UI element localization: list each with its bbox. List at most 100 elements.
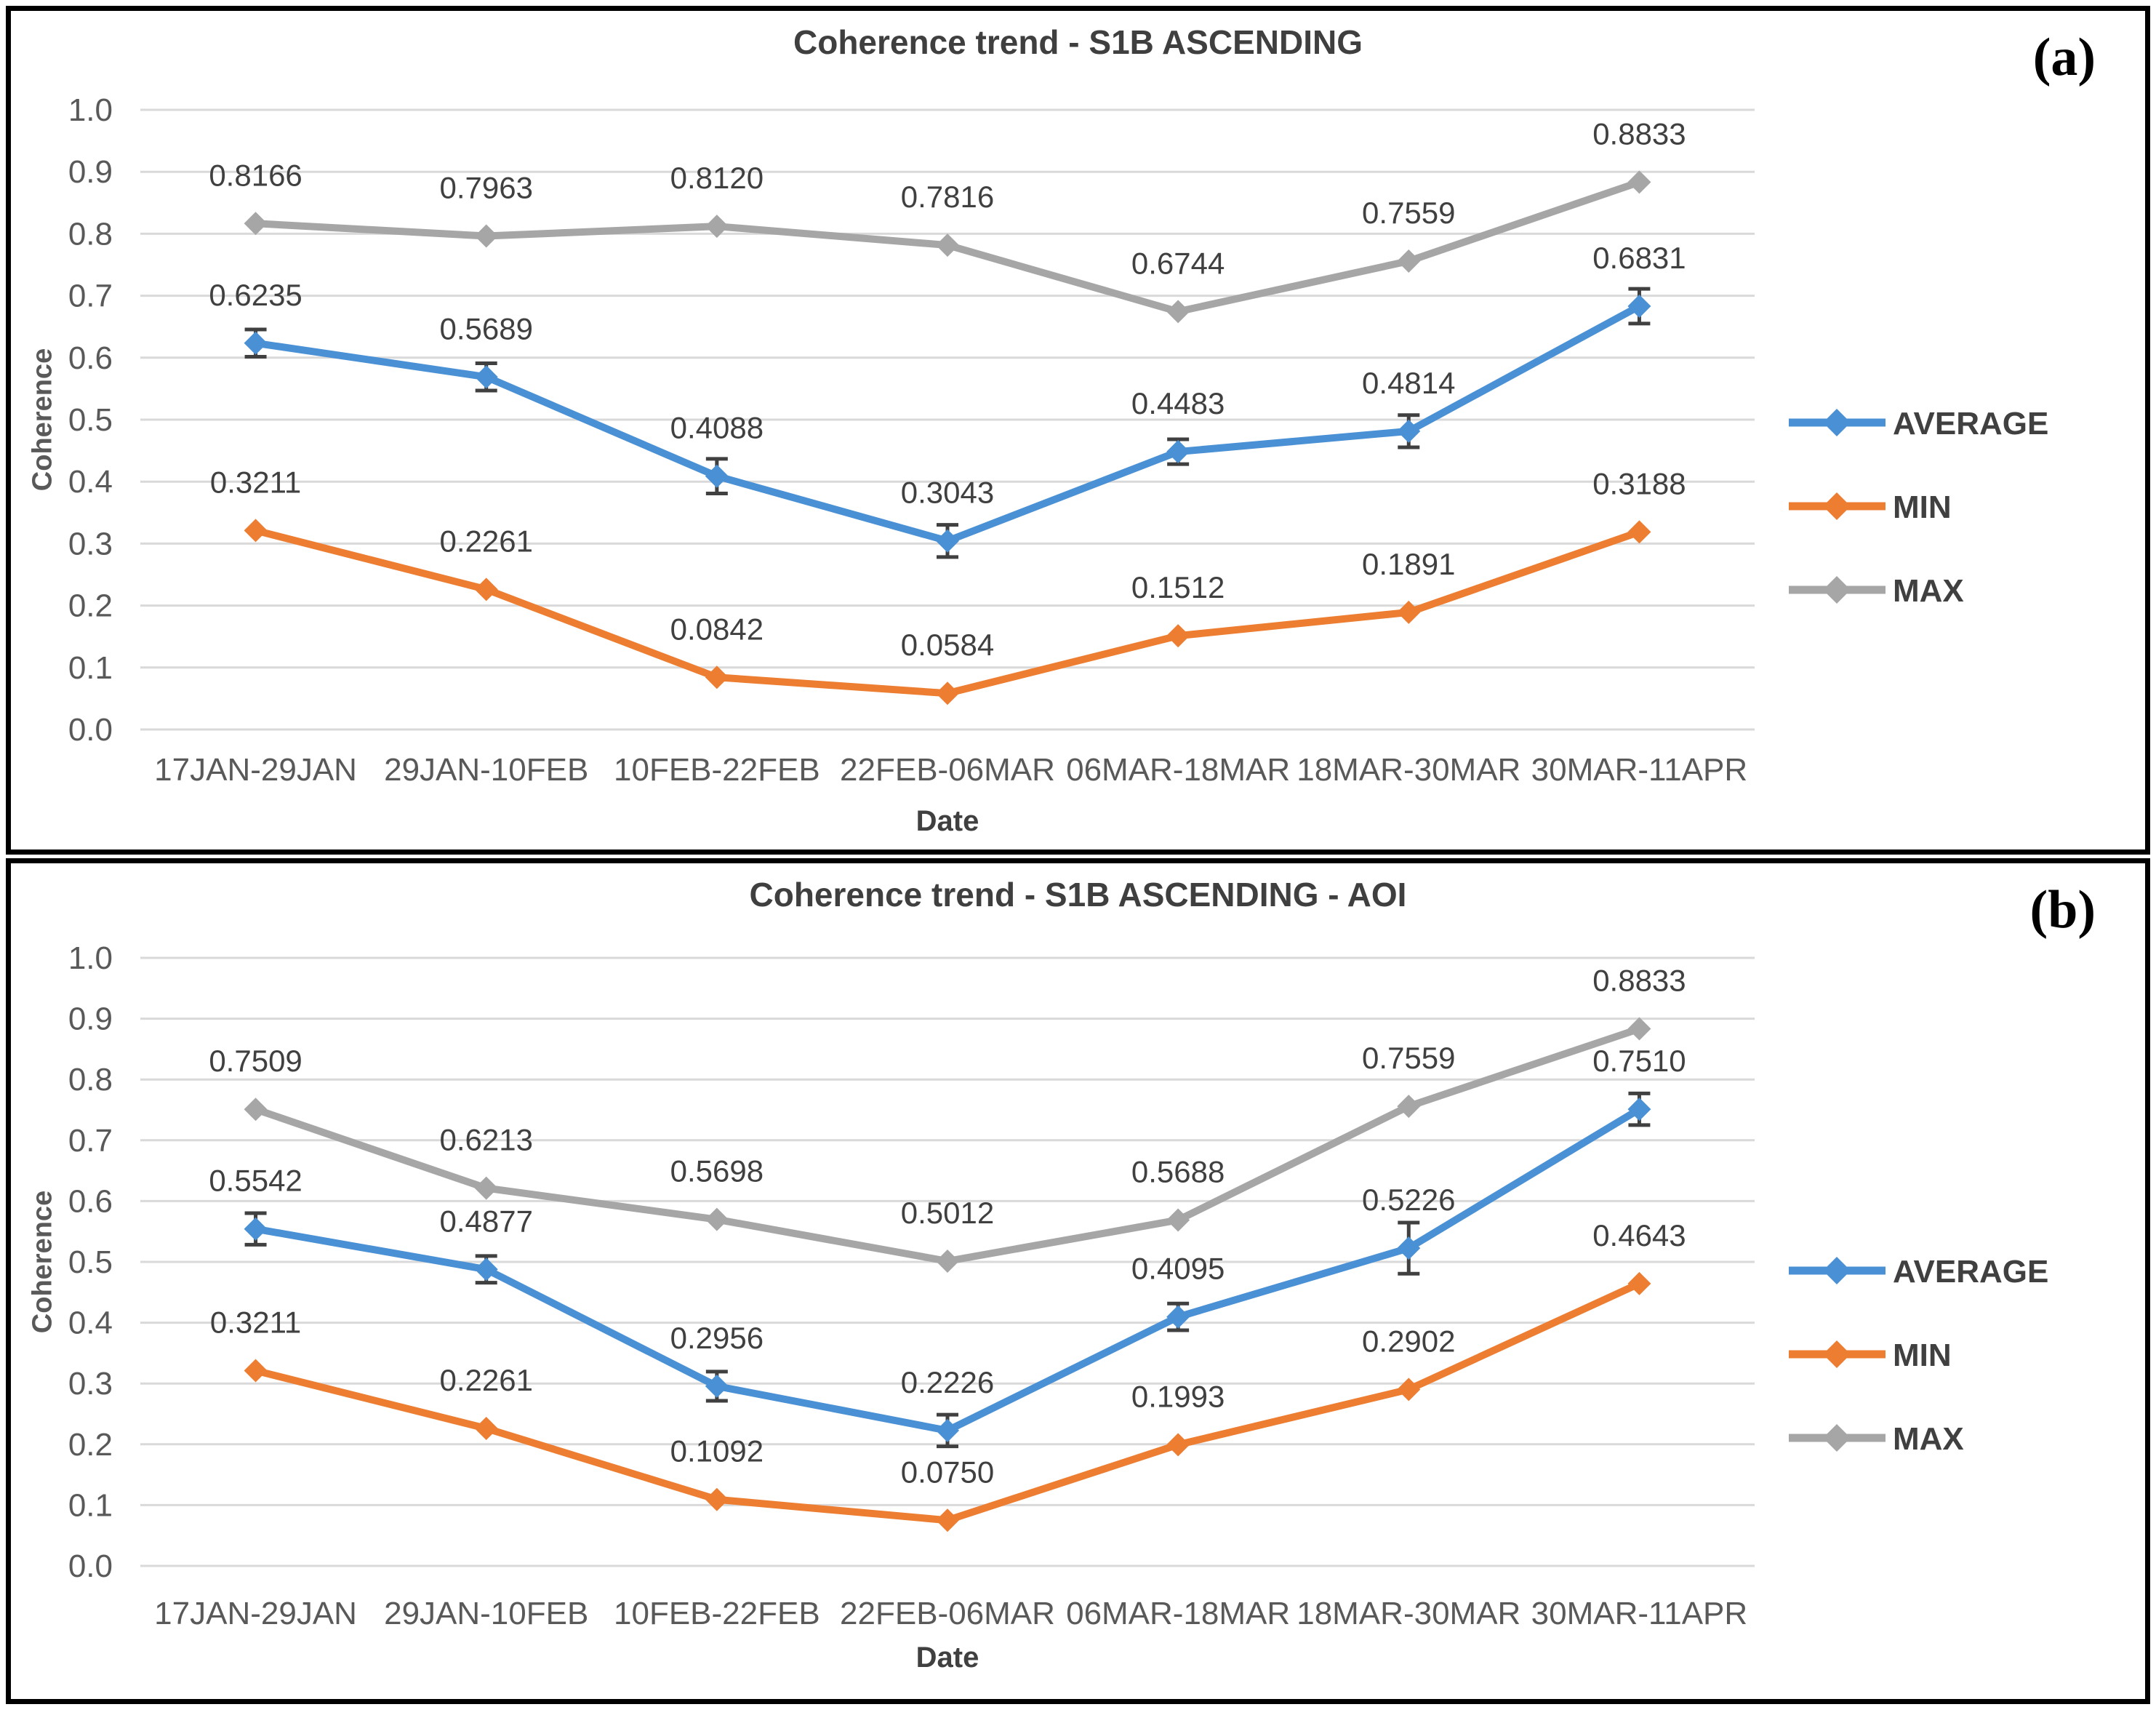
y-tick-label: 0.7: [68, 279, 113, 314]
data-label: 0.7559: [1362, 1041, 1455, 1075]
data-point-marker-min: [1397, 1378, 1421, 1402]
data-point-marker-min: [1166, 1433, 1190, 1457]
y-tick-label: 0.7: [68, 1123, 113, 1159]
legend-label-min: MIN: [1893, 1338, 1952, 1373]
data-point-marker-min: [474, 1416, 498, 1440]
data-point-marker-average: [705, 464, 729, 488]
data-label: 0.3211: [210, 1306, 301, 1340]
data-point-marker-max: [1627, 170, 1651, 194]
data-label: 0.1993: [1131, 1379, 1225, 1413]
y-tick-label: 0.6: [68, 340, 113, 376]
line-chart-b: 0.0 0.1 0.2 0.3 0.4 0.5 0.6 0.7 0.8 0.9 1.0 17JAN-2…: [68, 940, 2049, 1631]
data-label: 0.1512: [1131, 570, 1225, 604]
legend-label-min: MIN: [1893, 489, 1952, 525]
y-tick-label: 0.9: [68, 1002, 113, 1037]
data-label: 0.6744: [1131, 246, 1225, 280]
data-point-marker-min: [244, 519, 268, 543]
panel-a: Coherence trend - S1B ASCENDING (a) Cohe…: [6, 6, 2150, 855]
data-point-marker-max: [1627, 1017, 1651, 1041]
x-axis-title: Date: [915, 805, 979, 837]
data-point-marker-min: [244, 1359, 268, 1383]
data-label: 0.7963: [439, 171, 532, 205]
data-point-marker-max: [474, 1176, 498, 1200]
panel-b: Coherence trend - S1B ASCENDING - AOI (b…: [6, 858, 2150, 1704]
x-tick-label: 18MAR-30MAR: [1297, 752, 1520, 788]
data-point-marker-min: [1627, 1271, 1651, 1295]
data-point-marker-min: [1627, 520, 1651, 544]
data-label: 0.8120: [670, 161, 764, 195]
x-tick-label: 29JAN-10FEB: [384, 752, 588, 788]
data-label: 0.4643: [1592, 1218, 1686, 1252]
data-point-marker-min: [936, 681, 959, 705]
data-point-marker-min: [474, 577, 498, 601]
data-label: 0.6235: [209, 278, 302, 312]
data-label: 0.0842: [670, 612, 764, 646]
legend-marker-average: [1823, 1257, 1851, 1284]
x-tick-label: 30MAR-11APR: [1531, 752, 1748, 788]
data-label: 0.2226: [901, 1365, 994, 1399]
x-tick-label: 18MAR-30MAR: [1297, 1596, 1520, 1631]
chart-title: Coherence trend - S1B ASCENDING: [793, 23, 1363, 61]
panel-label-a: (a): [2032, 28, 2096, 87]
y-tick-label: 0.2: [68, 588, 113, 624]
data-label: 0.7559: [1362, 196, 1455, 230]
data-point-marker-average: [474, 1258, 498, 1282]
x-tick-label: 10FEB-22FEB: [614, 1596, 820, 1631]
data-label: 0.0750: [901, 1455, 994, 1489]
data-label: 0.3211: [210, 465, 301, 499]
y-tick-label: 0.3: [68, 1366, 113, 1402]
data-label: 0.4095: [1131, 1252, 1225, 1286]
data-label: 0.8833: [1592, 964, 1686, 998]
data-label: 0.7510: [1592, 1044, 1686, 1078]
data-label: 0.8833: [1592, 116, 1686, 151]
data-point-marker-average: [244, 1217, 268, 1241]
data-point-marker-min: [705, 665, 729, 689]
x-tick-label: 17JAN-29JAN: [154, 752, 357, 788]
data-point-marker-min: [1166, 624, 1190, 648]
data-point-marker-average: [1166, 440, 1190, 464]
y-tick-label: 0.2: [68, 1427, 113, 1463]
data-point-marker-max: [936, 233, 959, 257]
data-point-marker-max: [474, 224, 498, 248]
y-tick-label: 0.8: [68, 1062, 113, 1098]
y-tick-label: 0.4: [68, 464, 113, 500]
data-label: 0.2261: [439, 524, 532, 558]
y-tick-label: 0.1: [68, 650, 113, 686]
data-label: 0.3188: [1592, 466, 1686, 500]
data-point-marker-min: [1397, 600, 1421, 624]
data-label: 0.8166: [209, 158, 302, 192]
data-label: 0.4877: [439, 1204, 532, 1238]
y-tick-label: 0.8: [68, 216, 113, 252]
x-tick-label: 06MAR-18MAR: [1066, 752, 1290, 788]
data-point-marker-max: [1397, 249, 1421, 273]
data-point-marker-max: [936, 1249, 959, 1273]
data-label: 0.7509: [209, 1044, 302, 1078]
y-tick-label: 1.0: [68, 92, 113, 128]
x-tick-label: 10FEB-22FEB: [614, 752, 820, 788]
y-axis-title-text: Coherence: [27, 348, 58, 492]
y-axis-title-text: Coherence: [27, 1190, 58, 1334]
data-point-marker-average: [474, 365, 498, 389]
x-tick-label: 29JAN-10FEB: [384, 1596, 588, 1631]
data-point-marker-min: [936, 1508, 959, 1532]
y-tick-label: 0.9: [68, 154, 113, 190]
legend-marker-max: [1823, 576, 1851, 604]
y-tick-label: 1.0: [68, 940, 113, 976]
data-label: 0.5689: [439, 311, 532, 345]
legend-marker-max: [1823, 1424, 1851, 1452]
legend-marker-average: [1823, 409, 1851, 436]
chart-title: Coherence trend - S1B ASCENDING - AOI: [749, 876, 1407, 914]
data-label: 0.6213: [439, 1123, 532, 1157]
x-tick-label: 22FEB-06MAR: [840, 1596, 1055, 1631]
data-label: 0.4814: [1362, 366, 1455, 400]
y-tick-label: 0.6: [68, 1183, 113, 1219]
y-tick-label: 0.0: [68, 712, 113, 748]
x-tick-label: 22FEB-06MAR: [840, 752, 1055, 788]
data-label: 0.2261: [439, 1363, 532, 1397]
data-point-marker-average: [1397, 419, 1421, 443]
data-point-marker-average: [244, 331, 268, 355]
data-label: 0.2956: [670, 1321, 764, 1355]
data-point-marker-average: [936, 529, 959, 553]
data-label: 0.3043: [901, 476, 994, 510]
data-point-marker-average: [936, 1418, 959, 1442]
